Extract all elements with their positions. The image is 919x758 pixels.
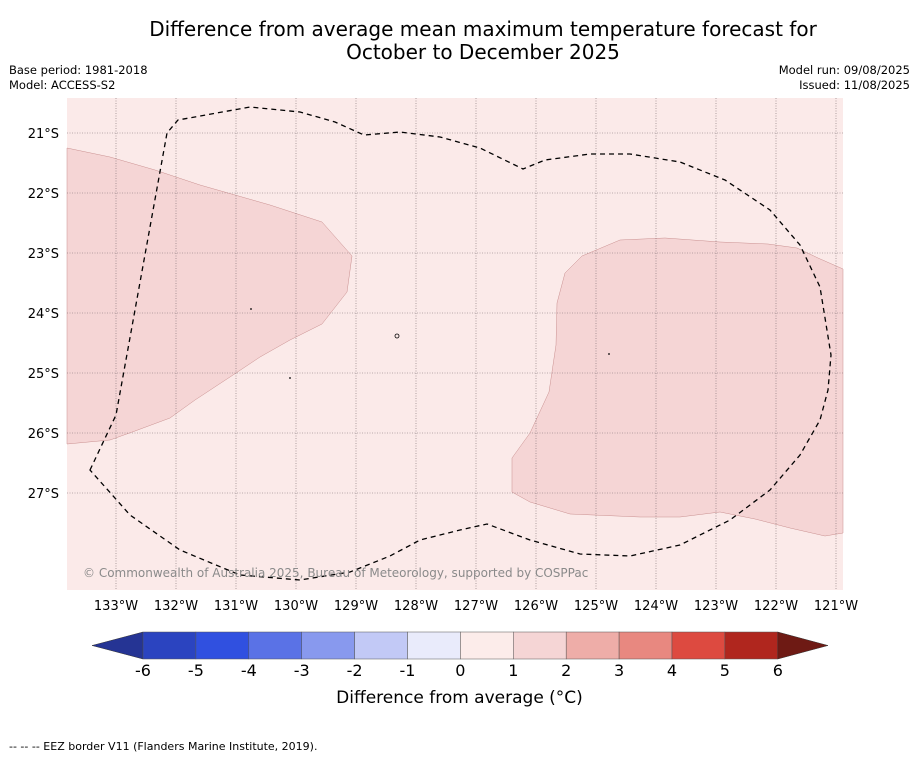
lon-label: 132°W bbox=[154, 599, 198, 614]
lon-label: 125°W bbox=[574, 599, 618, 614]
issued-text: Issued: 11/08/2025 bbox=[799, 78, 910, 92]
lat-label: 21°S bbox=[28, 127, 59, 142]
lat-label: 25°S bbox=[28, 367, 59, 382]
colorbar-tick-label: 1 bbox=[508, 661, 518, 680]
colorbar-segment bbox=[407, 631, 461, 660]
lat-label: 26°S bbox=[28, 427, 59, 442]
lon-label: 122°W bbox=[754, 599, 798, 614]
colorbar-tick-label: 5 bbox=[720, 661, 730, 680]
colorbar-arrow-high bbox=[777, 631, 829, 660]
lon-label: 123°W bbox=[694, 599, 738, 614]
lon-label: 127°W bbox=[454, 599, 498, 614]
colorbar-ticks: -6 -5 -4 -3 -2 -1 0 1 2 3 4 5 6 bbox=[135, 661, 783, 680]
lon-label: 126°W bbox=[514, 599, 558, 614]
colorbar-tick-label: 0 bbox=[455, 661, 465, 680]
colorbar-tick-label: -5 bbox=[188, 661, 204, 680]
copyright-text: © Commonwealth of Australia 2025, Bureau… bbox=[83, 566, 588, 580]
colorbar-segment bbox=[354, 631, 408, 660]
colorbar-tick-label: -2 bbox=[347, 661, 363, 680]
colorbar-segment bbox=[513, 631, 567, 660]
lat-label: 22°S bbox=[28, 187, 59, 202]
base-period-text: Base period: 1981-2018 bbox=[9, 63, 148, 77]
title-line-2: October to December 2025 bbox=[346, 40, 620, 64]
eez-border bbox=[89, 106, 832, 581]
lon-label: 121°W bbox=[814, 599, 858, 614]
lon-label: 133°W bbox=[94, 599, 138, 614]
model-run-text: Model run: 09/08/2025 bbox=[778, 63, 910, 77]
colorbar-segment bbox=[671, 631, 726, 660]
latitude-labels: 21°S 22°S 23°S 24°S 25°S 26°S 27°S bbox=[28, 127, 59, 502]
colorbar-segment bbox=[724, 631, 779, 660]
colorbar-segment bbox=[618, 631, 673, 660]
title-line-1: Difference from average mean maximum tem… bbox=[149, 17, 817, 41]
lon-label: 130°W bbox=[274, 599, 318, 614]
map-title: Difference from average mean maximum tem… bbox=[0, 18, 919, 64]
colorbar-arrow-low bbox=[91, 631, 144, 660]
run-info: Model run: 09/08/2025 Issued: 11/08/2025 bbox=[779, 63, 910, 93]
longitude-labels: 133°W 132°W 131°W 130°W 129°W 128°W 127°… bbox=[94, 599, 858, 614]
lat-label: 27°S bbox=[28, 487, 59, 502]
colorbar-tick-label: 4 bbox=[667, 661, 677, 680]
lon-label: 124°W bbox=[634, 599, 678, 614]
colorbar-tick-label: 2 bbox=[561, 661, 571, 680]
island-markers bbox=[250, 308, 610, 379]
base-info: Base period: 1981-2018 Model: ACCESS-S2 bbox=[9, 63, 148, 93]
lon-label: 128°W bbox=[394, 599, 438, 614]
lat-label: 23°S bbox=[28, 247, 59, 262]
colorbar-segment bbox=[460, 631, 514, 660]
colorbar-segment bbox=[565, 631, 620, 660]
colorbar-tick-label: 6 bbox=[773, 661, 783, 680]
colorbar bbox=[91, 631, 829, 660]
colorbar-tick-label: -1 bbox=[400, 661, 416, 680]
lon-label: 131°W bbox=[214, 599, 258, 614]
grid-lines bbox=[67, 98, 843, 590]
colorbar-tick-label: -6 bbox=[135, 661, 151, 680]
colorbar-tick-label: -4 bbox=[241, 661, 257, 680]
colorbar-tick-label: -3 bbox=[294, 661, 310, 680]
lat-label: 24°S bbox=[28, 307, 59, 322]
colorbar-segment bbox=[301, 631, 355, 660]
colorbar-segment bbox=[142, 631, 197, 660]
model-text: Model: ACCESS-S2 bbox=[9, 78, 116, 92]
colorbar-tick-label: 3 bbox=[614, 661, 624, 680]
colorbar-segment bbox=[248, 631, 302, 660]
warm-anomaly-region-west bbox=[66, 147, 353, 445]
map-panel: © Commonwealth of Australia 2025, Bureau… bbox=[28, 98, 858, 614]
lon-label: 129°W bbox=[334, 599, 378, 614]
colorbar-segment bbox=[195, 631, 250, 660]
eez-footnote: -- -- -- EEZ border V11 (Flanders Marine… bbox=[9, 740, 318, 753]
colorbar-label: Difference from average (°C) bbox=[336, 688, 583, 708]
